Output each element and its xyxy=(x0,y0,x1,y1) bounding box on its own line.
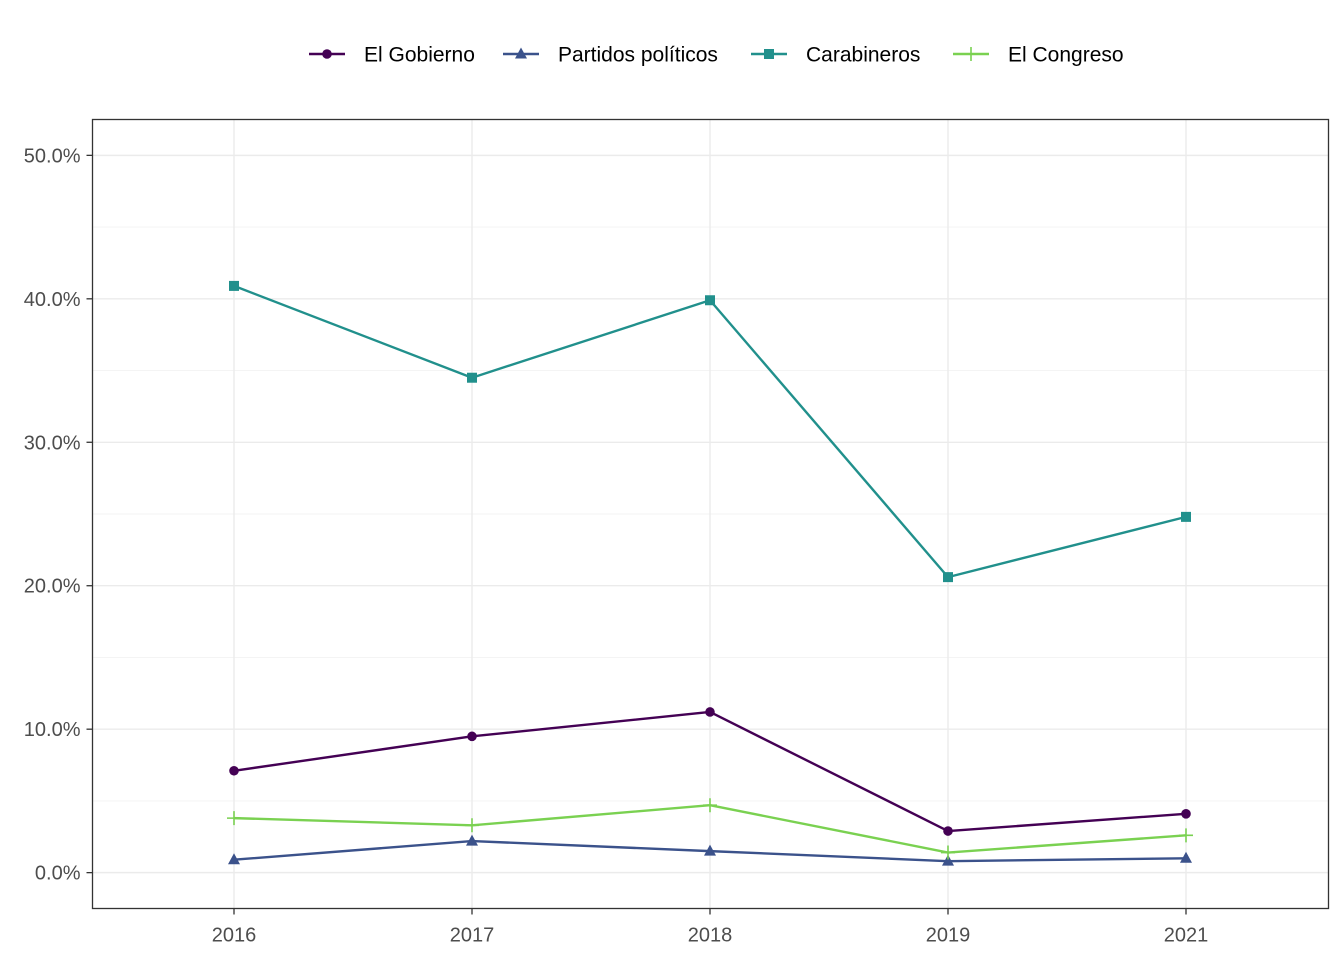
data-point-partidos-pol-ticos xyxy=(704,844,716,856)
data-point-partidos-pol-ticos xyxy=(1180,851,1192,863)
data-point-carabineros xyxy=(1181,511,1191,522)
data-point-carabineros xyxy=(229,280,239,291)
data-point-el-gobierno xyxy=(229,765,239,776)
data-point-partidos-pol-ticos xyxy=(228,853,240,865)
x-tick-label: 2017 xyxy=(450,925,495,947)
legend-label: Carabineros xyxy=(806,44,920,67)
legend-key-marker xyxy=(964,47,978,61)
x-tick-label: 2019 xyxy=(926,925,971,947)
data-point-el-gobierno xyxy=(467,731,477,742)
y-tick-label: 10.0% xyxy=(24,719,81,741)
y-tick-label: 30.0% xyxy=(24,432,81,454)
data-point-partidos-pol-ticos xyxy=(942,854,954,866)
data-point-partidos-pol-ticos xyxy=(466,834,478,846)
y-tick-label: 50.0% xyxy=(24,145,81,167)
data-point-carabineros xyxy=(705,295,715,306)
legend-key-marker xyxy=(322,49,332,59)
x-tick-label: 2016 xyxy=(212,925,257,947)
legend-key-marker xyxy=(764,49,774,59)
y-tick-label: 20.0% xyxy=(24,576,81,598)
series-group xyxy=(227,280,1193,866)
data-point-el-congreso xyxy=(703,798,717,813)
data-point-el-gobierno xyxy=(943,826,953,836)
data-point-carabineros xyxy=(943,572,953,583)
x-tick-label: 2021 xyxy=(1164,925,1209,947)
y-tick-label: 0.0% xyxy=(35,863,81,885)
legend-label: El Gobierno xyxy=(364,44,475,67)
y-tick-label: 40.0% xyxy=(24,289,81,311)
data-point-el-congreso xyxy=(227,811,241,826)
grid xyxy=(92,119,1329,909)
data-point-el-congreso xyxy=(941,845,955,860)
legend-key-marker xyxy=(515,47,527,59)
x-axis: 2016 2017 2018 2019 2021 xyxy=(212,908,1209,947)
data-point-el-gobierno xyxy=(1181,809,1191,819)
y-axis: 0.0% 10.0% 20.0% 30.0% 40.0% 50.0% xyxy=(24,145,93,885)
data-point-el-congreso xyxy=(465,818,479,833)
legend-label: El Congreso xyxy=(1008,44,1124,67)
legend-label: Partidos políticos xyxy=(558,44,718,67)
data-point-el-gobierno xyxy=(705,707,715,717)
legend: El Gobierno Partidos políticos Carabineros… xyxy=(309,44,1124,67)
data-point-carabineros xyxy=(467,372,477,383)
x-tick-label: 2018 xyxy=(688,925,733,947)
data-point-el-congreso xyxy=(1179,828,1193,843)
